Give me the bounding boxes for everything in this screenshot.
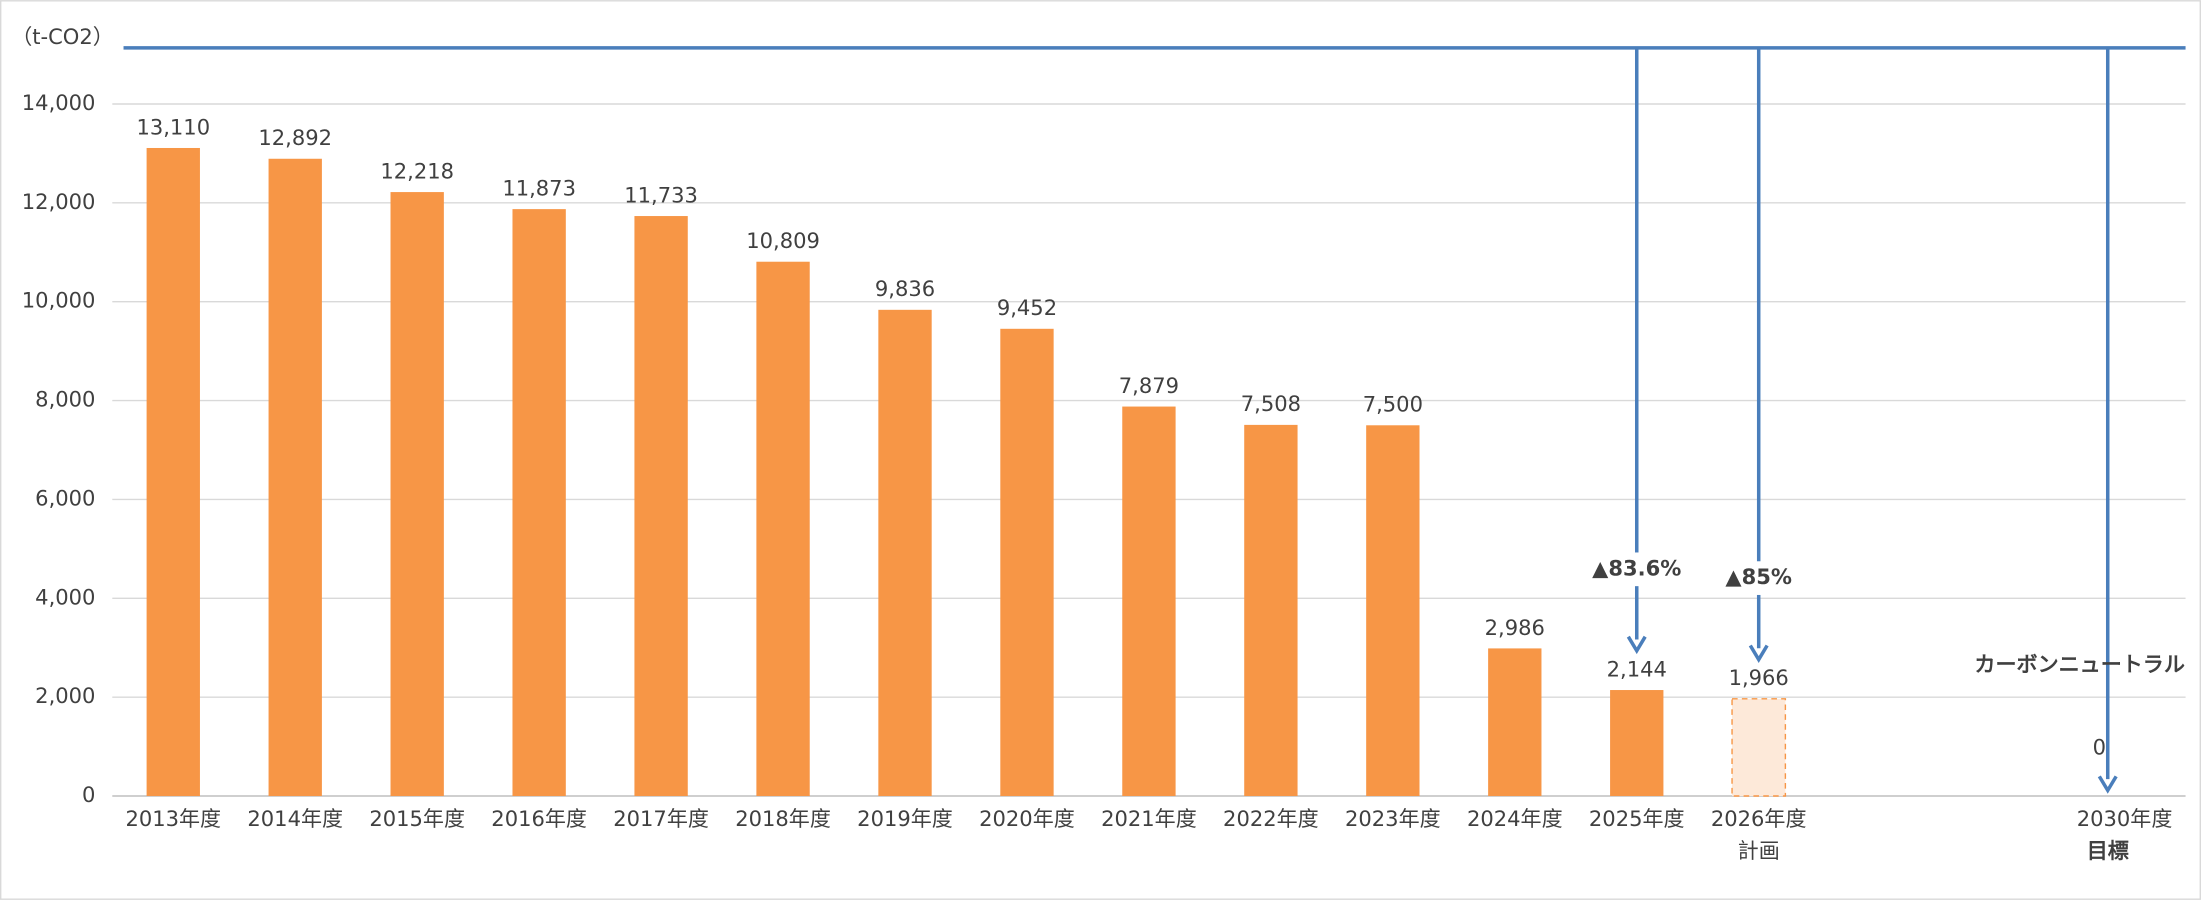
arrow-head (2097, 775, 2118, 794)
y-tick-label: 4,000 (35, 584, 95, 609)
bar (1122, 406, 1176, 797)
arrow-label-bg (1577, 552, 1696, 587)
value-label: 12,218 (380, 158, 454, 183)
category-note: 計画 (1738, 838, 1780, 863)
x-tick-label: 2016年度 (491, 806, 587, 831)
value-label: 10,809 (746, 228, 820, 253)
y-tick-label: 12,000 (22, 189, 96, 214)
x-tick-label: 2014年度 (247, 806, 343, 831)
arrow-label: カーボンニュートラル (1974, 651, 2184, 676)
y-tick-label: 14,000 (22, 90, 96, 115)
bar (1610, 690, 1664, 797)
value-label: 12,892 (258, 125, 332, 150)
arrow-head (1748, 644, 1769, 663)
bar (878, 309, 932, 797)
bar (1244, 424, 1298, 797)
value-label: 11,733 (624, 182, 698, 207)
bar (390, 192, 444, 797)
arrow-label-bg (1699, 561, 1818, 595)
arrow-label: ▲85% (1725, 564, 1792, 589)
x-tick-label: 2013年度 (125, 806, 221, 831)
y-tick-label: 10,000 (22, 288, 96, 313)
y-tick-label: 0 (82, 782, 95, 807)
x-tick-label: 2021年度 (1101, 806, 1197, 831)
value-label: 7,500 (1363, 392, 1423, 417)
bar (1731, 698, 1787, 797)
bar (512, 209, 566, 797)
value-label: 2,144 (1607, 656, 1667, 681)
x-tick-label: 2025年度 (1589, 806, 1685, 831)
y-tick-label: 2,000 (35, 683, 95, 708)
y-tick-label: 6,000 (35, 485, 95, 510)
arrow-head (1626, 635, 1647, 655)
x-tick-label: 2026年度 (1711, 806, 1807, 831)
bar (1366, 425, 1420, 797)
value-label: 7,508 (1241, 391, 1301, 416)
x-tick-label: 2019年度 (857, 806, 953, 831)
x-tick-label: 2023年度 (1345, 806, 1441, 831)
x-tick-label: 2024年度 (1467, 806, 1563, 831)
value-label: 11,873 (502, 175, 576, 200)
x-tick-label: 2022年度 (1223, 806, 1319, 831)
value-label: 9,452 (997, 295, 1057, 320)
x-tick-label: 2015年度 (369, 806, 465, 831)
x-tick-label: 2017年度 (613, 806, 709, 831)
unit-label: （t-CO2） (11, 24, 114, 49)
value-label: 9,836 (875, 276, 935, 301)
arrow-label: ▲83.6% (1592, 555, 1681, 580)
x-tick-label: 2018年度 (735, 806, 831, 831)
value-label: 2,986 (1485, 615, 1545, 640)
value-label: 13,110 (136, 114, 210, 139)
value-label: 7,879 (1119, 373, 1179, 398)
bar (634, 216, 688, 797)
bar (1000, 328, 1054, 797)
category-note: 目標 (2087, 838, 2129, 863)
y-tick-label: 8,000 (35, 387, 95, 412)
value-label: 0 (2093, 734, 2106, 759)
bar (1488, 648, 1542, 797)
x-tick-label: 2020年度 (979, 806, 1075, 831)
bar (146, 147, 200, 797)
x-tick-label: 2030年度 (2077, 806, 2173, 831)
bar (756, 261, 810, 797)
value-label: 1,966 (1729, 665, 1789, 690)
bar (268, 158, 322, 797)
